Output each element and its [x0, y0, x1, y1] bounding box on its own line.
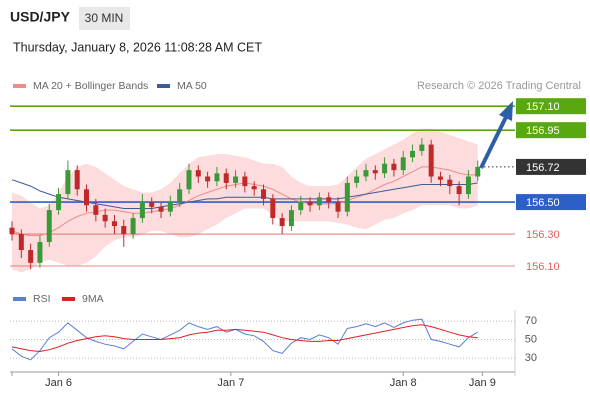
- level-label-box: [516, 158, 586, 175]
- candle-body: [410, 150, 416, 158]
- candle-body: [391, 163, 397, 171]
- candle-body: [419, 144, 425, 151]
- x-tick-label: Jan 6: [45, 377, 72, 389]
- legend-label: MA 50: [177, 80, 207, 92]
- candle-body: [28, 250, 34, 263]
- candle-body: [307, 202, 313, 206]
- candle-body: [195, 170, 201, 177]
- candle-body: [205, 176, 211, 182]
- candle-body: [261, 189, 266, 199]
- plot: 157.10 156.95 156.72 156.50 156.30 156.10 70 50…: [9, 98, 586, 389]
- legend-label: RSI: [33, 293, 51, 305]
- candle-body: [167, 202, 173, 212]
- candle-body: [37, 242, 43, 263]
- candle-body: [93, 205, 99, 215]
- candle-body: [344, 182, 350, 212]
- level-label: 156.10: [526, 261, 560, 273]
- candle-body: [437, 176, 443, 180]
- bollinger-band: [12, 128, 478, 273]
- candle-body: [372, 170, 378, 174]
- x-tick-label: Jan 8: [390, 377, 417, 389]
- legend-label: 9MA: [82, 293, 104, 305]
- candle-body: [288, 210, 294, 227]
- arrow-head: [499, 101, 513, 121]
- y-tick-label: 70: [525, 315, 537, 327]
- level-label-box: [516, 122, 586, 139]
- candle-body: [18, 234, 24, 251]
- level-label-box: [516, 194, 586, 211]
- level-label: 156.72: [526, 162, 560, 174]
- candle-body: [65, 170, 71, 195]
- candle-body: [270, 198, 276, 219]
- timeframe[interactable]: 30 MIN: [85, 11, 124, 25]
- rsi-line: [11, 324, 478, 353]
- candle-body: [139, 202, 145, 219]
- candle-body: [465, 176, 471, 195]
- level-label: 156.50: [526, 197, 560, 209]
- candle-body: [121, 226, 127, 235]
- source: Research © 2026 Trading Central: [417, 80, 581, 92]
- candle-body: [447, 179, 453, 187]
- candle-body: [149, 202, 155, 207]
- candle-body: [46, 210, 52, 243]
- forecast-arrow: [479, 101, 513, 169]
- candle-body: [354, 176, 360, 183]
- candle-body: [242, 176, 248, 187]
- timestamp: Thursday, January 8, 2026 11:08:28 AM CE…: [13, 40, 262, 54]
- candle-body: [177, 189, 183, 203]
- candle-body: [186, 170, 192, 190]
- timeframe-box[interactable]: [79, 7, 130, 30]
- x-tick-label: Jan 9: [469, 377, 496, 389]
- candle-body: [9, 227, 15, 235]
- level-label: 156.30: [526, 229, 560, 241]
- candle-body: [251, 186, 257, 190]
- y-tick-label: 50: [525, 333, 537, 345]
- candle-body: [456, 186, 462, 195]
- candle-body: [130, 218, 136, 235]
- candle-body: [74, 170, 80, 190]
- symbol: USD/JPY: [10, 9, 71, 25]
- candle-body: [111, 221, 117, 227]
- candle-body: [475, 166, 481, 177]
- legend-label: MA 20 + Bollinger Bands: [33, 80, 148, 92]
- legend: MA 20 + Bollinger Bands MA 50 RSI 9MA: [13, 80, 207, 305]
- candle-body: [316, 197, 322, 206]
- level-label: 157.10: [526, 101, 560, 113]
- candle-body: [223, 173, 229, 183]
- level-label: 156.95: [526, 125, 560, 137]
- candle-body: [279, 218, 285, 227]
- candle-body: [158, 206, 164, 212]
- candle-body: [214, 173, 220, 182]
- arrow-shaft: [479, 116, 508, 169]
- candle-body: [382, 163, 388, 174]
- rsi-line: [11, 318, 478, 361]
- candle-body: [326, 197, 332, 203]
- candle-body: [298, 202, 304, 211]
- x-tick-label: Jan 7: [217, 377, 244, 389]
- candle-body: [400, 157, 406, 171]
- candle-body: [233, 176, 239, 183]
- candle-body: [102, 214, 108, 222]
- candle-body: [363, 170, 369, 177]
- ma-line: [11, 179, 478, 209]
- level-label-box: [516, 98, 586, 115]
- candle-body: [428, 144, 434, 177]
- y-tick-label: 30: [525, 352, 537, 364]
- candle-body: [56, 194, 62, 211]
- candle-body: [84, 189, 90, 206]
- candle-body: [335, 202, 341, 212]
